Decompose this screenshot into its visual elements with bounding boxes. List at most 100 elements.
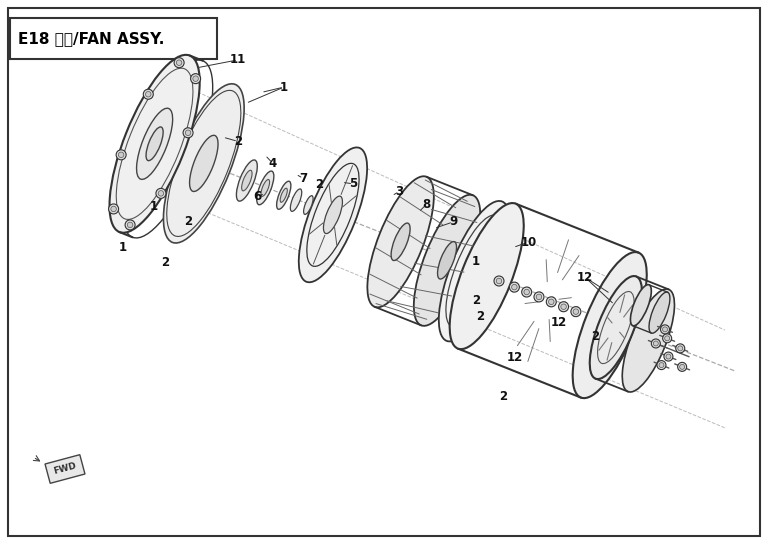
Circle shape bbox=[494, 276, 504, 286]
Ellipse shape bbox=[137, 108, 173, 180]
Ellipse shape bbox=[164, 84, 244, 243]
Circle shape bbox=[190, 73, 200, 84]
Text: 12: 12 bbox=[506, 351, 523, 364]
Text: 2: 2 bbox=[591, 330, 599, 343]
Ellipse shape bbox=[622, 289, 674, 392]
Text: 1: 1 bbox=[280, 81, 288, 94]
Text: E18 风扇/FAN ASSY.: E18 风扇/FAN ASSY. bbox=[18, 31, 164, 46]
Text: 1: 1 bbox=[119, 241, 127, 254]
Ellipse shape bbox=[299, 147, 367, 282]
Text: 2: 2 bbox=[476, 310, 484, 323]
Circle shape bbox=[127, 222, 133, 227]
Ellipse shape bbox=[497, 276, 502, 286]
Circle shape bbox=[524, 289, 529, 295]
Bar bbox=[10, 18, 217, 59]
Circle shape bbox=[185, 130, 190, 135]
Circle shape bbox=[546, 297, 556, 307]
Circle shape bbox=[536, 294, 541, 300]
Ellipse shape bbox=[261, 180, 270, 196]
Circle shape bbox=[174, 58, 184, 67]
Ellipse shape bbox=[280, 188, 287, 202]
Text: 1: 1 bbox=[150, 200, 157, 213]
Circle shape bbox=[145, 91, 151, 97]
Circle shape bbox=[663, 334, 672, 343]
Text: 2: 2 bbox=[315, 178, 323, 191]
Ellipse shape bbox=[438, 242, 456, 279]
Ellipse shape bbox=[549, 297, 554, 306]
Ellipse shape bbox=[367, 176, 434, 307]
Ellipse shape bbox=[525, 287, 529, 296]
Circle shape bbox=[193, 76, 198, 82]
Text: 7: 7 bbox=[300, 172, 307, 185]
Circle shape bbox=[158, 190, 164, 196]
Text: 2: 2 bbox=[161, 256, 169, 269]
Ellipse shape bbox=[537, 292, 541, 301]
Text: 12: 12 bbox=[577, 271, 594, 284]
Circle shape bbox=[144, 89, 154, 99]
Text: 5: 5 bbox=[349, 177, 357, 190]
Circle shape bbox=[657, 361, 666, 369]
Text: FWD: FWD bbox=[52, 462, 78, 477]
Ellipse shape bbox=[110, 55, 200, 233]
Circle shape bbox=[676, 344, 685, 353]
Ellipse shape bbox=[323, 196, 343, 233]
Circle shape bbox=[680, 364, 684, 369]
Text: 10: 10 bbox=[520, 236, 537, 249]
Bar bbox=[45, 455, 85, 483]
Text: 4: 4 bbox=[269, 157, 276, 170]
Circle shape bbox=[116, 150, 126, 160]
Text: 2: 2 bbox=[472, 294, 480, 307]
Text: 6: 6 bbox=[253, 190, 261, 203]
Circle shape bbox=[558, 302, 568, 312]
Circle shape bbox=[660, 325, 670, 334]
Circle shape bbox=[125, 220, 135, 230]
Ellipse shape bbox=[276, 181, 291, 209]
Circle shape bbox=[651, 339, 660, 348]
Circle shape bbox=[678, 346, 683, 351]
Text: 12: 12 bbox=[551, 316, 568, 329]
Ellipse shape bbox=[237, 160, 257, 201]
Ellipse shape bbox=[257, 171, 274, 205]
Circle shape bbox=[521, 287, 531, 297]
Ellipse shape bbox=[242, 170, 252, 191]
Text: 1: 1 bbox=[472, 255, 480, 268]
Circle shape bbox=[509, 282, 519, 292]
Circle shape bbox=[118, 152, 124, 158]
Ellipse shape bbox=[573, 252, 647, 398]
Ellipse shape bbox=[303, 196, 313, 214]
Circle shape bbox=[496, 278, 502, 284]
Ellipse shape bbox=[439, 201, 510, 342]
Circle shape bbox=[664, 352, 673, 361]
Text: 2: 2 bbox=[184, 215, 192, 228]
Circle shape bbox=[534, 292, 544, 302]
Circle shape bbox=[156, 188, 166, 199]
Circle shape bbox=[659, 363, 664, 368]
Circle shape bbox=[561, 304, 566, 310]
Ellipse shape bbox=[290, 189, 302, 212]
Circle shape bbox=[677, 362, 687, 372]
Ellipse shape bbox=[414, 195, 480, 326]
Text: 9: 9 bbox=[449, 215, 457, 228]
Circle shape bbox=[511, 285, 517, 290]
Ellipse shape bbox=[450, 203, 524, 349]
Text: 11: 11 bbox=[230, 53, 247, 66]
Ellipse shape bbox=[574, 307, 578, 316]
Circle shape bbox=[183, 128, 193, 138]
Text: 3: 3 bbox=[396, 185, 403, 198]
Text: 2: 2 bbox=[234, 135, 242, 148]
Ellipse shape bbox=[512, 282, 517, 292]
Ellipse shape bbox=[391, 223, 410, 261]
Circle shape bbox=[663, 327, 667, 332]
Circle shape bbox=[654, 341, 658, 346]
Ellipse shape bbox=[146, 127, 163, 160]
Ellipse shape bbox=[190, 135, 218, 191]
Circle shape bbox=[111, 206, 116, 212]
Circle shape bbox=[573, 309, 578, 314]
Circle shape bbox=[177, 60, 182, 65]
Circle shape bbox=[571, 307, 581, 317]
Ellipse shape bbox=[631, 285, 651, 326]
Ellipse shape bbox=[590, 276, 642, 379]
Circle shape bbox=[108, 204, 118, 214]
Ellipse shape bbox=[464, 251, 485, 292]
Circle shape bbox=[548, 299, 554, 305]
